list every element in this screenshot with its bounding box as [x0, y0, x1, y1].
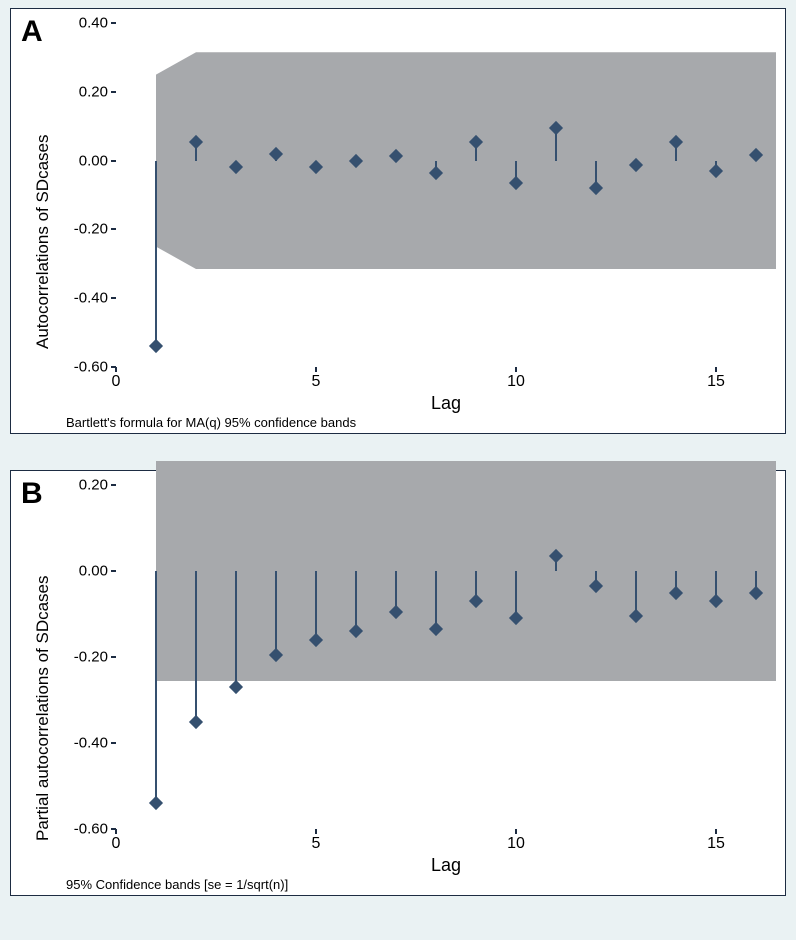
ytick-mark — [111, 160, 116, 162]
ytick-label: -0.20 — [60, 221, 108, 238]
xtick-label: 5 — [312, 835, 321, 853]
xtick-label: 15 — [707, 373, 725, 391]
footnote-a: Bartlett's formula for MA(q) 95% confide… — [66, 415, 356, 430]
ytick-mark — [111, 570, 116, 572]
xtick-label: 0 — [112, 373, 121, 391]
panel-letter-b: B — [21, 477, 43, 511]
plot-area-a — [116, 23, 776, 367]
ytick-label: -0.60 — [60, 359, 108, 376]
panel-a: A Autocorrelations of SDcases -0.60 -0.40… — [10, 8, 786, 434]
xlabel-b: Lag — [431, 855, 461, 876]
xtick-mark — [115, 367, 117, 372]
ytick-mark — [111, 742, 116, 744]
ytick-label: 0.00 — [60, 152, 108, 169]
ytick-label: 0.00 — [60, 563, 108, 580]
ytick-mark — [111, 91, 116, 93]
ytick-label: -0.40 — [60, 290, 108, 307]
figure-container: A Autocorrelations of SDcases -0.60 -0.40… — [0, 0, 796, 940]
xtick-label: 5 — [312, 373, 321, 391]
xtick-mark — [315, 829, 317, 834]
stem — [435, 571, 437, 629]
ylabel-a: Autocorrelations of SDcases — [33, 135, 53, 350]
ytick-mark — [111, 656, 116, 658]
ytick-label: 0.20 — [60, 477, 108, 494]
xtick-mark — [115, 829, 117, 834]
ytick-label: -0.20 — [60, 649, 108, 666]
xtick-mark — [515, 367, 517, 372]
stem — [195, 571, 197, 722]
ytick-label: 0.20 — [60, 83, 108, 100]
xtick-label: 10 — [507, 373, 525, 391]
ytick-mark — [111, 22, 116, 24]
stem — [235, 571, 237, 687]
stem — [315, 571, 317, 640]
ytick-mark — [111, 297, 116, 299]
xtick-mark — [315, 367, 317, 372]
xtick-mark — [715, 367, 717, 372]
ytick-label: 0.40 — [60, 15, 108, 32]
panel-letter-a: A — [21, 15, 43, 49]
stem — [275, 571, 277, 655]
stem — [355, 571, 357, 631]
marker — [189, 714, 203, 728]
panel-b: B Partial autocorrelations of SDcases -0… — [10, 470, 786, 896]
ytick-label: -0.40 — [60, 735, 108, 752]
ylabel-b: Partial autocorrelations of SDcases — [33, 575, 53, 841]
xtick-mark — [715, 829, 717, 834]
ytick-mark — [111, 228, 116, 230]
stem — [155, 571, 157, 803]
marker — [229, 680, 243, 694]
xtick-label: 0 — [112, 835, 121, 853]
footnote-b: 95% Confidence bands [se = 1/sqrt(n)] — [66, 877, 288, 892]
confidence-band — [116, 23, 776, 367]
marker — [149, 796, 163, 810]
xlabel-a: Lag — [431, 393, 461, 414]
stem — [155, 161, 157, 347]
xtick-label: 10 — [507, 835, 525, 853]
ytick-label: -0.60 — [60, 821, 108, 838]
xtick-label: 15 — [707, 835, 725, 853]
xtick-mark — [515, 829, 517, 834]
plot-area-b — [116, 485, 776, 829]
ytick-mark — [111, 484, 116, 486]
